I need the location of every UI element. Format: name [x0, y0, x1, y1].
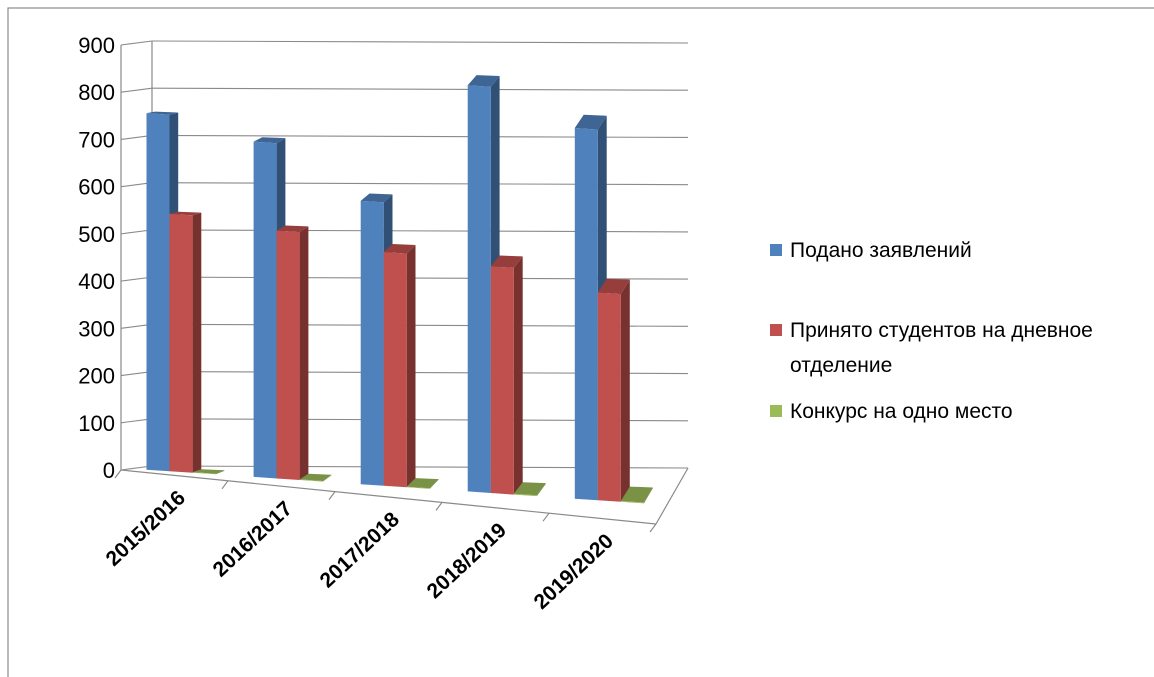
bar-front: [192, 472, 216, 475]
bar: [169, 211, 202, 473]
bar-top: [360, 193, 393, 203]
legend-label: Конкурс на одно место: [790, 400, 1013, 423]
y-tick-label: 200: [78, 364, 115, 389]
bar-top: [299, 473, 332, 481]
bar-front: [276, 230, 300, 480]
bar-front: [383, 252, 407, 488]
gridline-side: [120, 40, 153, 46]
bar-top: [467, 75, 500, 87]
y-tick-label: 900: [78, 33, 115, 58]
x-tick-label: 2018/2019: [423, 519, 511, 604]
floor-right-edge: [655, 467, 689, 525]
x-axis-tick: [649, 523, 657, 533]
bar-top: [574, 114, 607, 130]
bar: [406, 478, 439, 489]
bar-front: [574, 128, 598, 501]
bar: [513, 482, 546, 497]
bar-side: [536, 483, 546, 497]
legend-swatch: [770, 405, 782, 417]
bar-front: [597, 292, 621, 502]
x-axis-tick: [542, 512, 550, 522]
y-tick-label: 0: [103, 458, 115, 483]
bar-top: [597, 278, 630, 295]
bar-side: [643, 487, 653, 504]
bar-front: [360, 200, 384, 486]
y-tick-label: 700: [78, 127, 115, 152]
bar: [276, 225, 309, 480]
bar-front: [146, 113, 170, 472]
gridline: [151, 134, 689, 138]
bar: [299, 473, 332, 482]
chart-frame: [7, 7, 1154, 677]
bar-side: [429, 479, 439, 489]
x-axis-tick: [435, 502, 443, 511]
bar-side: [406, 245, 416, 488]
legend-label: Принято студентов на дневное: [790, 319, 1093, 342]
bar-top: [253, 137, 286, 144]
bar-top: [169, 211, 202, 216]
legend-label: отделение: [790, 354, 892, 377]
bar-front: [253, 141, 277, 479]
bar-top: [146, 111, 179, 115]
bar-side: [299, 226, 309, 480]
x-tick-label: 2017/2018: [316, 508, 405, 593]
bar: [383, 244, 416, 488]
legend-swatch: [770, 244, 782, 256]
bar-top: [490, 255, 523, 268]
bar-front: [169, 213, 193, 473]
bar-front: [467, 85, 491, 494]
x-axis-line: [120, 469, 657, 525]
x-tick-label: 2015/2016: [102, 486, 190, 571]
y-tick-label: 400: [78, 269, 115, 294]
bar-side: [192, 212, 202, 473]
bar-top: [383, 244, 416, 254]
gridline: [151, 40, 689, 44]
bar-front: [406, 486, 430, 489]
gridline: [151, 229, 689, 233]
bar-top: [406, 478, 439, 489]
y-axis-tick-labels: 0 100 200 300 400 500 600 700 800 900: [78, 33, 115, 483]
y-tick-label: 600: [78, 175, 115, 200]
gridline: [151, 182, 689, 186]
x-axis-tick: [221, 480, 229, 490]
legend-label: Подано заявлений: [790, 239, 972, 262]
bar-top: [192, 469, 225, 474]
bar-front: [620, 501, 644, 504]
bar-side: [215, 470, 225, 475]
y-tick-label: 500: [78, 222, 115, 247]
bar: [597, 278, 630, 502]
y-tick-label: 800: [78, 80, 115, 105]
bar: [490, 255, 523, 495]
bar-front: [513, 493, 537, 497]
gridline-side: [120, 87, 153, 93]
x-tick-label: 2019/2020: [530, 529, 618, 614]
bar-front: [490, 266, 514, 495]
bar: [192, 469, 225, 475]
bar-top: [620, 486, 653, 503]
y-tick-label: 300: [78, 316, 115, 341]
legend: Подано заявлений Принято студентов на дне…: [770, 239, 1093, 423]
bar-side: [513, 256, 523, 495]
gridline: [151, 87, 689, 91]
bar-top: [276, 225, 309, 233]
bar-side: [322, 474, 332, 482]
bars: [146, 75, 653, 504]
bar-front: [299, 479, 323, 482]
bar: [620, 486, 653, 504]
x-axis-tick: [114, 469, 122, 479]
y-tick-label: 100: [78, 411, 115, 436]
x-tick-label: 2016/2017: [209, 497, 297, 582]
bar-top: [513, 482, 546, 496]
bar-side: [620, 279, 630, 502]
x-axis-tick-labels: 2015/2016 2016/2017 2017/2018 2018/2019 2019…: [102, 486, 618, 614]
legend-swatch: [770, 324, 782, 336]
x-axis-tick: [328, 491, 336, 500]
